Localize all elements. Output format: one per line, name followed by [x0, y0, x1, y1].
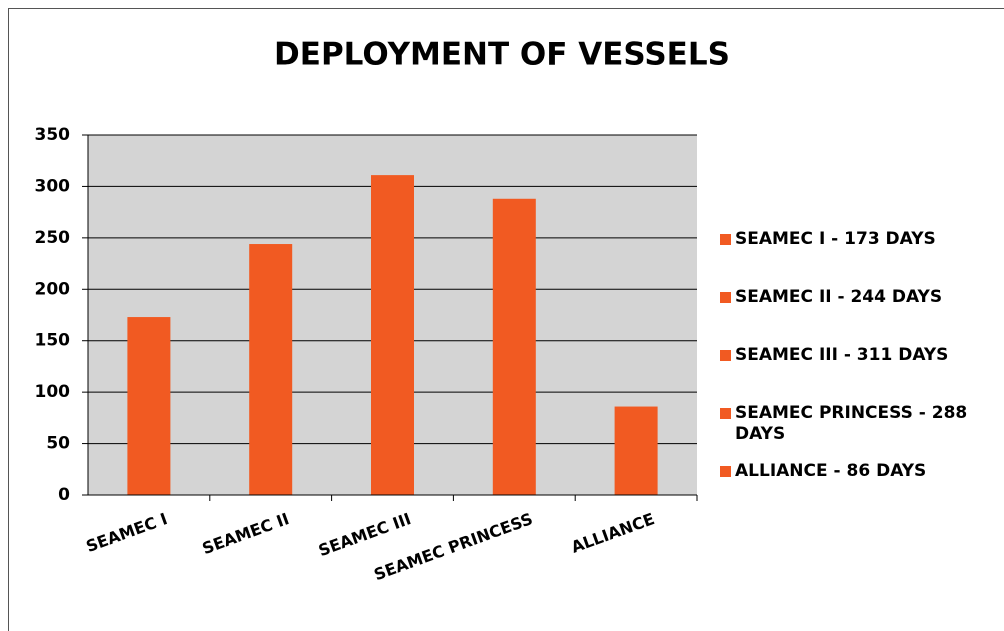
legend-item: SEAMEC PRINCESS - 288 DAYS: [720, 403, 1000, 445]
legend-label: SEAMEC III - 311 DAYS: [735, 345, 949, 365]
legend-item: SEAMEC II - 244 DAYS: [720, 287, 1000, 308]
legend-swatch: [720, 466, 731, 477]
y-tick-label: 50: [46, 434, 70, 454]
chart-title: DEPLOYMENT OF VESSELS: [274, 37, 730, 73]
legend-label: SEAMEC I - 173 DAYS: [735, 229, 936, 249]
y-tick-label: 350: [35, 125, 71, 145]
y-tick-label: 0: [58, 485, 70, 505]
y-tick-label: 100: [35, 382, 71, 402]
legend-label: SEAMEC II - 244 DAYS: [735, 287, 943, 307]
legend-swatch: [720, 408, 731, 419]
legend-swatch: [720, 292, 731, 303]
bar: [249, 244, 293, 495]
legend-swatch: [720, 234, 731, 245]
y-tick-label: 250: [35, 228, 71, 248]
legend-item: SEAMEC I - 173 DAYS: [720, 229, 1000, 250]
y-tick-label: 300: [35, 176, 71, 196]
legend-label: ALLIANCE - 86 DAYS: [735, 461, 927, 481]
y-tick-label: 200: [35, 279, 71, 299]
legend-swatch: [720, 350, 731, 361]
legend-item: ALLIANCE - 86 DAYS: [720, 461, 1000, 482]
y-tick-label: 150: [35, 331, 71, 351]
legend-item: SEAMEC III - 311 DAYS: [720, 345, 1000, 366]
legend-label: SEAMEC PRINCESS - 288 DAYS: [735, 403, 968, 444]
bar: [492, 198, 536, 495]
bar: [371, 175, 414, 495]
bar: [127, 317, 171, 495]
bar: [614, 406, 658, 495]
